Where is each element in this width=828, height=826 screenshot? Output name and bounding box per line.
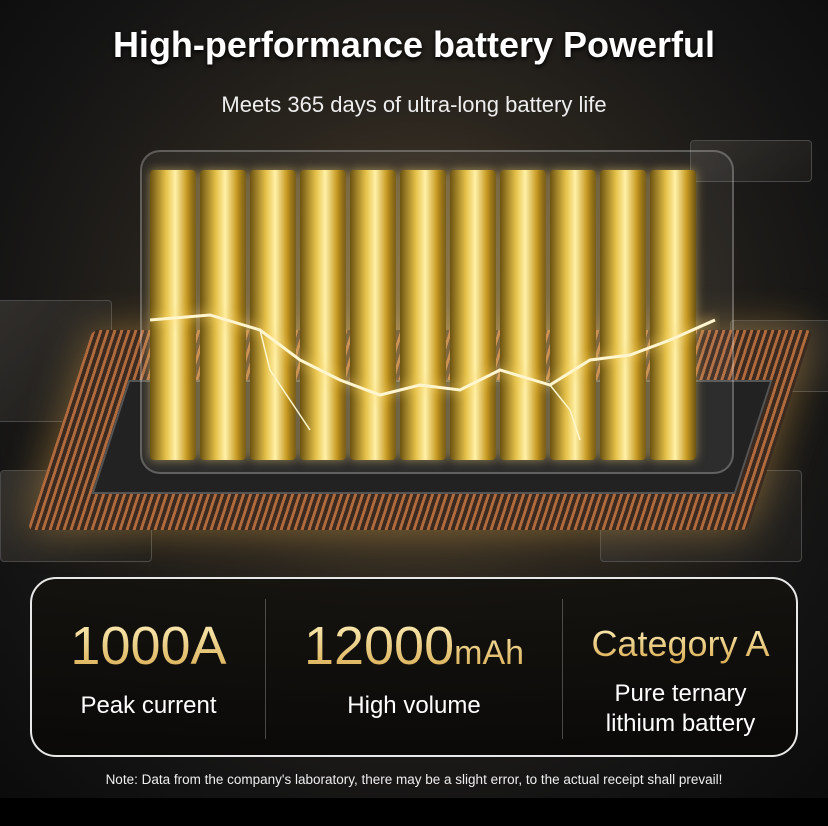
subheadline: Meets 365 days of ultra-long battery lif… [221, 92, 607, 117]
stat-label: Peak current [80, 692, 217, 719]
battery-cell [150, 170, 196, 460]
stat-label-line2: lithium battery [605, 710, 756, 737]
stat-category: Category A Pure ternary lithium battery [563, 579, 798, 755]
battery-cell [600, 170, 646, 460]
specs-panel: 1000A Peak current 12000mAh High volume … [30, 577, 798, 757]
stat-unit: mAh [454, 634, 525, 672]
battery-cell [300, 170, 346, 460]
divider [265, 599, 266, 739]
product-hero-image: High-performance battery Powerful Meets … [0, 0, 828, 798]
stat-label: High volume [347, 692, 481, 719]
battery-cell [650, 170, 696, 460]
battery-cell [450, 170, 496, 460]
battery-cell [350, 170, 396, 460]
battery-cell [250, 170, 296, 460]
stat-value: Category A [563, 623, 798, 665]
battery-cell [400, 170, 446, 460]
headline: High-performance battery Powerful [112, 24, 716, 65]
battery-cell [500, 170, 546, 460]
lightning-icon [150, 313, 716, 440]
stat-label-line1: Pure ternary [614, 680, 747, 707]
disclaimer-note: Note: Data from the company's laboratory… [105, 772, 723, 787]
circuit-board-component [690, 140, 812, 182]
stat-value: 12000 [303, 616, 455, 676]
stat-peak-current: 1000A Peak current [32, 579, 265, 755]
battery-cell [550, 170, 596, 460]
stat-value: 1000A [32, 615, 265, 677]
divider [562, 599, 563, 739]
stat-capacity: 12000mAh High volume [266, 579, 562, 755]
